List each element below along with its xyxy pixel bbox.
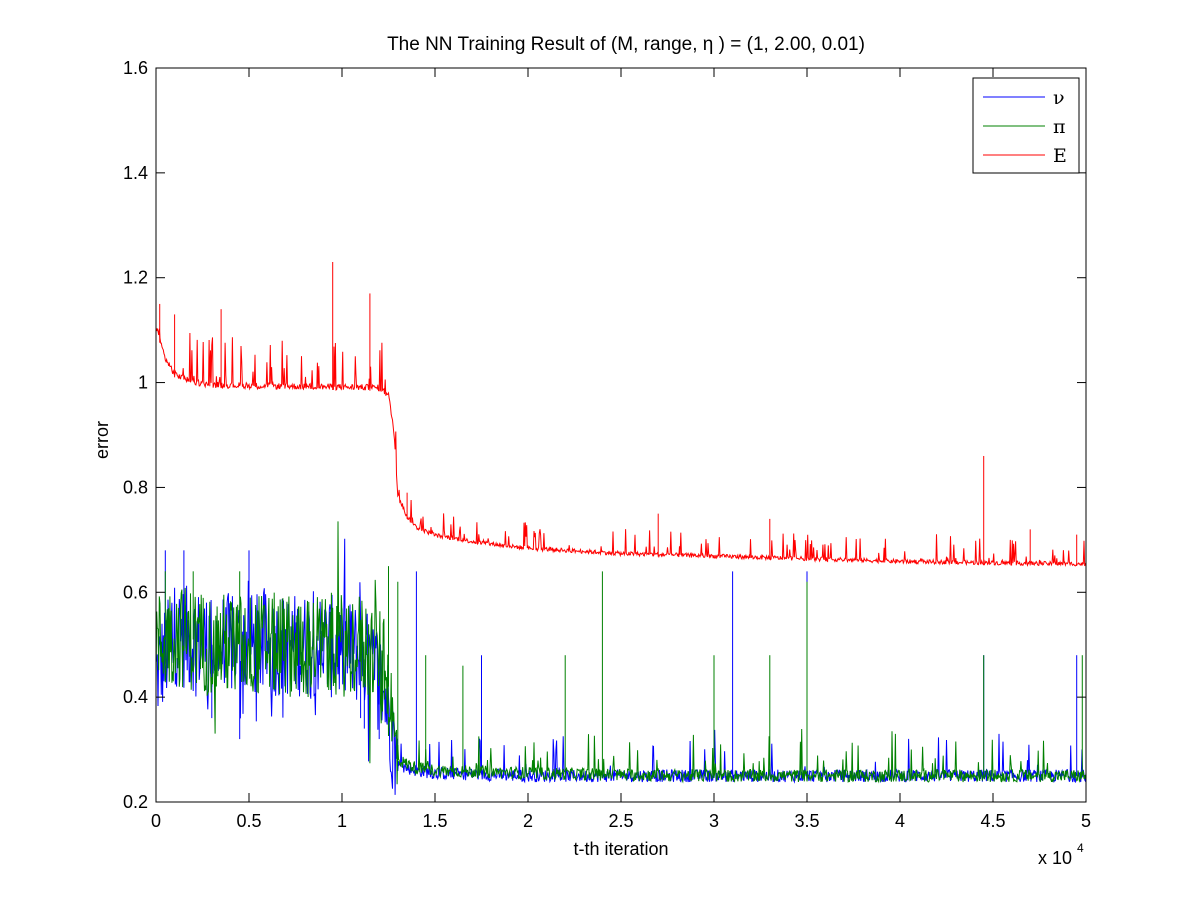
x-multiplier: x 10 4: [1038, 841, 1084, 868]
y-tick-label: 1: [138, 373, 148, 393]
series-pi: [156, 521, 1086, 785]
y-tick-label: 0.6: [123, 582, 148, 602]
x-tick-label: 1.5: [422, 811, 447, 831]
x-tick-label: 4: [895, 811, 905, 831]
series-e: [156, 261, 1086, 568]
x-axis-label: t-th iteration: [573, 839, 668, 859]
x-tick-label: 5: [1081, 811, 1091, 831]
y-tick-label: 0.2: [123, 792, 148, 812]
y-axis: 0.2 0.4 0.6 0.8 1 1.2 1.4 1.6: [123, 58, 1086, 812]
plot-area-frame: [155, 67, 1087, 803]
series-line: [156, 327, 1086, 568]
x-multiplier-exponent: 4: [1077, 841, 1084, 855]
legend-label: π: [1053, 116, 1066, 138]
x-axis: 0 0.5 1 1.5 2 2.5 3 3.5 4 4.5 5: [151, 68, 1091, 831]
x-tick-label: 2: [523, 811, 533, 831]
x-tick-label: 1: [337, 811, 347, 831]
series-line: [156, 521, 1086, 785]
y-tick-label: 1.2: [123, 268, 148, 288]
y-tick-label: 1.6: [123, 58, 148, 78]
x-tick-label: 3.5: [794, 811, 819, 831]
legend: νπE: [972, 77, 1080, 174]
x-tick-label: 0: [151, 811, 161, 831]
x-tick-label: 0.5: [236, 811, 261, 831]
x-tick-label: 2.5: [608, 811, 633, 831]
y-tick-label: 0.4: [123, 687, 148, 707]
legend-label: E: [1053, 145, 1067, 167]
legend-label: ν: [1053, 87, 1065, 109]
x-tick-label: 4.5: [980, 811, 1005, 831]
chart-title: The NN Training Result of (M, range, η )…: [387, 34, 865, 55]
y-axis-label: error: [92, 421, 112, 459]
x-tick-label: 3: [709, 811, 719, 831]
y-tick-label: 0.8: [123, 477, 148, 497]
series-layer: [156, 261, 1086, 795]
x-multiplier-prefix: x 10: [1038, 848, 1072, 868]
y-tick-label: 1.4: [123, 163, 148, 183]
